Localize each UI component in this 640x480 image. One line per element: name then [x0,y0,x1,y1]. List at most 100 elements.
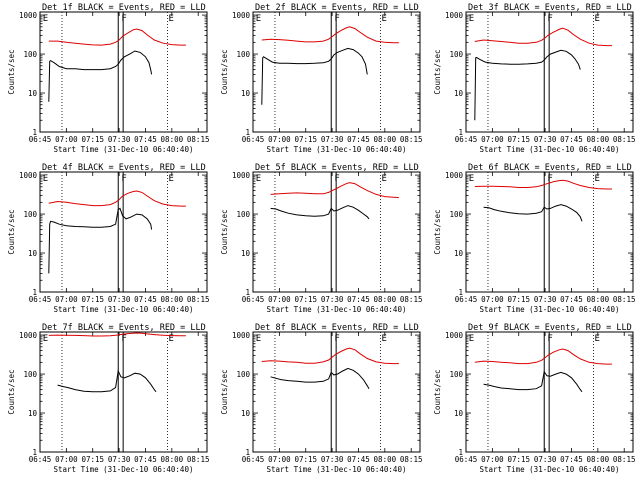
y-tick-label: 10 [241,249,251,258]
x-tick-label: 07:15 [507,295,530,304]
marker-letter: F [547,174,552,184]
marker-letter: E [381,334,386,344]
y-tick-label: 10 [241,89,251,98]
x-tick-label: 07:15 [81,135,104,144]
x-tick-label: 07:00 [481,135,504,144]
y-tick-label: 1 [245,128,250,137]
y-tick-label: 100 [449,50,463,59]
y-axis-label: Counts/sec [220,209,229,254]
x-tick-label: 07:15 [507,455,530,464]
x-tick-label: 08:15 [613,455,636,464]
x-tick-label: 08:00 [161,455,184,464]
x-tick-label: 06:45 [29,295,52,304]
y-tick-label: 100 [23,210,37,219]
x-tick-label: 08:15 [187,295,210,304]
x-tick-label: 07:30 [534,135,557,144]
x-axis-label: Start Time (31-Dec-10 06:40:40) [267,305,407,314]
x-tick-label: 07:00 [268,135,291,144]
x-tick-label: 07:30 [534,455,557,464]
x-tick-label: 08:15 [613,295,636,304]
x-tick-label: 07:45 [560,455,583,464]
marker-letter: E [381,14,386,24]
x-tick-label: 07:45 [347,135,370,144]
marker-letter: E [256,14,261,24]
x-tick-label: 06:45 [29,135,52,144]
events-series-line [270,367,370,389]
y-tick-label: 1 [32,288,37,297]
x-tick-label: 07:30 [108,135,131,144]
x-tick-label: 08:00 [161,295,184,304]
x-tick-label: 06:45 [242,135,265,144]
x-tick-label: 07:30 [108,295,131,304]
panel-title: Det 5f BLACK = Events, RED = LLD [255,163,419,173]
y-tick-label: 100 [236,50,250,59]
marker-letter: E [43,334,48,344]
marker-letter: E [168,334,173,344]
x-axis-label: Start Time (31-Dec-10 06:40:40) [54,305,194,314]
y-tick-label: 1000 [19,171,38,180]
x-tick-label: 08:15 [400,135,423,144]
x-tick-label: 07:00 [481,295,504,304]
x-tick-label: 07:15 [81,455,104,464]
x-tick-label: 07:15 [81,295,104,304]
x-tick-label: 07:30 [108,455,131,464]
marker-letter: F [334,174,339,184]
y-tick-label: 1000 [445,11,464,20]
y-tick-label: 1000 [232,171,251,180]
x-tick-label: 07:30 [321,455,344,464]
y-tick-label: 1000 [445,171,464,180]
x-tick-label: 07:00 [55,135,78,144]
panel-title: Det 2f BLACK = Events, RED = LLD [255,3,419,13]
panel-det-3: Det 3f BLACK = Events, RED = LLD 1 10 100 10… [433,3,635,154]
x-tick-label: 08:00 [587,135,610,144]
marker-letter: E [469,14,474,24]
y-axis-label: Counts/sec [433,369,442,414]
y-tick-label: 100 [23,50,37,59]
marker-letter: F [121,174,126,184]
x-axis-label: Start Time (31-Dec-10 06:40:40) [54,145,194,154]
panel-title: Det 7f BLACK = Events, RED = LLD [42,323,206,333]
x-axis-label: Start Time (31-Dec-10 06:40:40) [480,145,620,154]
events-series-line [261,47,368,105]
x-tick-label: 06:45 [455,455,478,464]
x-tick-label: 07:00 [55,295,78,304]
x-tick-label: 08:00 [587,295,610,304]
x-tick-label: 08:00 [374,295,397,304]
events-series-line [474,49,581,121]
lld-series-line [270,182,399,199]
y-tick-label: 10 [454,409,464,418]
panel-title: Det 8f BLACK = Events, RED = LLD [255,323,419,333]
x-tick-label: 07:30 [321,135,344,144]
lld-series-line [48,190,186,207]
x-tick-label: 07:45 [134,135,157,144]
panel-det-1: Det 1f BLACK = Events, RED = LLD 1 10 100 10… [7,3,209,154]
y-tick-label: 10 [454,249,464,258]
panel-det-7: Det 7f BLACK = Events, RED = LLD 1 10 100 10… [7,323,209,474]
y-axis-label: Counts/sec [7,49,16,94]
lld-series-line [261,347,399,365]
lld-series-line [261,26,399,44]
marker-letter: F [121,14,126,24]
y-tick-label: 100 [23,370,37,379]
x-tick-label: 06:45 [29,455,52,464]
marker-letter: E [43,174,48,184]
y-tick-label: 1000 [232,331,251,340]
panel-det-8: Det 8f BLACK = Events, RED = LLD 1 10 100 10… [220,323,422,474]
panel-title: Det 9f BLACK = Events, RED = LLD [468,323,632,333]
y-tick-label: 100 [236,210,250,219]
panel-title: Det 4f BLACK = Events, RED = LLD [42,163,206,173]
x-tick-label: 08:15 [400,455,423,464]
panel-det-9: Det 9f BLACK = Events, RED = LLD 1 10 100 10… [433,323,635,474]
marker-letter: E [594,14,599,24]
marker-letter: E [469,174,474,184]
panel-det-2: Det 2f BLACK = Events, RED = LLD 1 10 100 10… [220,3,422,154]
x-tick-label: 07:15 [294,455,317,464]
marker-letter: F [334,14,339,24]
panel-title: Det 1f BLACK = Events, RED = LLD [42,3,206,13]
x-axis-label: Start Time (31-Dec-10 06:40:40) [54,465,194,474]
x-tick-label: 08:00 [161,135,184,144]
x-tick-label: 06:45 [242,455,265,464]
marker-letter: E [256,174,261,184]
y-tick-label: 10 [28,249,38,258]
lld-series-line [474,348,612,365]
